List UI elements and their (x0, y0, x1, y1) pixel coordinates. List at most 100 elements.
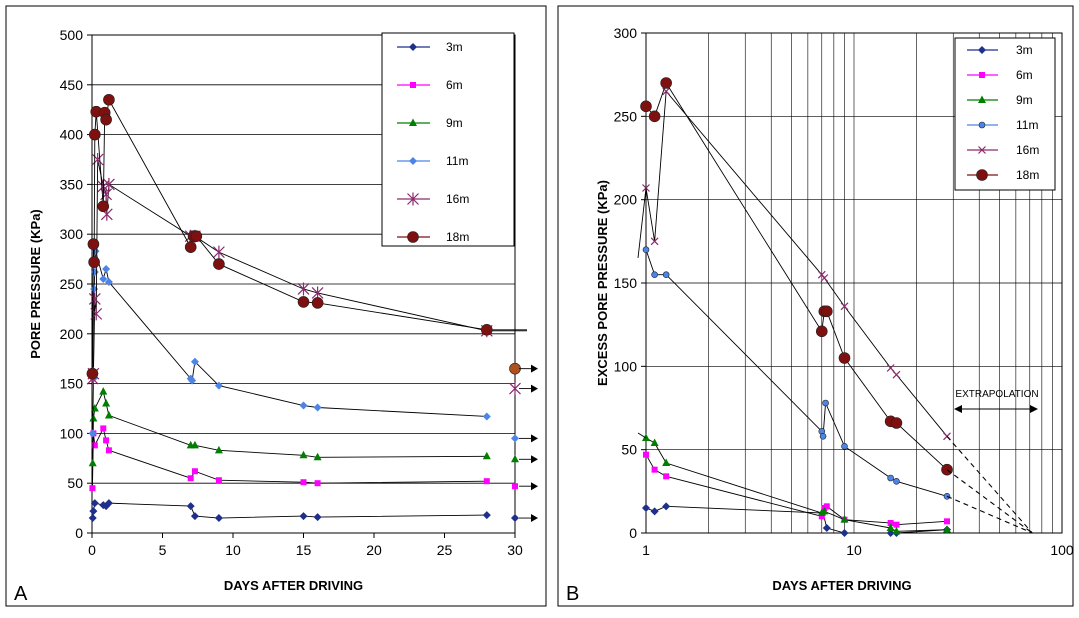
data-point-16m (840, 302, 849, 311)
data-point-16m (820, 274, 829, 282)
data-point-11m (662, 271, 670, 278)
data-point-9m (886, 523, 895, 531)
data-point-18m (184, 241, 197, 253)
data-point-3m (214, 514, 223, 523)
end-point-6m (512, 483, 518, 490)
data-point-11m (214, 381, 223, 390)
data-point-11m (822, 399, 829, 407)
y-tick-label: 400 (60, 127, 84, 143)
series-9m (642, 433, 952, 535)
data-point-6m (944, 518, 951, 525)
y-tick-label: 50 (621, 442, 637, 458)
legend-marker-9m (978, 95, 986, 103)
data-point-11m (102, 265, 111, 274)
data-point-18m (213, 258, 225, 270)
extrapolation-line (946, 435, 1033, 534)
legend-marker-6m (410, 82, 416, 88)
legend-marker-11m (409, 157, 417, 165)
data-point-9m (313, 452, 322, 461)
y-tick-label: 300 (60, 226, 84, 242)
end-arrow-head-9m (531, 455, 538, 464)
data-point-3m (662, 502, 671, 511)
data-point-9m (190, 440, 199, 449)
panel-frame (557, 5, 1074, 607)
data-point-18m (87, 238, 100, 250)
data-point-6m (300, 479, 307, 486)
y-tick-label: 250 (614, 108, 638, 124)
data-point-3m (186, 502, 195, 511)
data-point-11m (299, 401, 308, 410)
data-point-6m (215, 477, 222, 484)
end-point-3m (511, 514, 519, 523)
data-point-6m (483, 478, 490, 485)
y-tick-label: 100 (614, 358, 638, 374)
data-point-16m (892, 370, 901, 379)
end-arrow-head-16m (531, 384, 538, 393)
y-tick-label: 500 (60, 27, 84, 43)
data-point-11m (99, 275, 108, 284)
panel-label: B (566, 583, 579, 605)
series-line-3m (92, 502, 487, 519)
data-point-11m (642, 246, 650, 253)
data-point-16m (297, 282, 310, 296)
y-tick-label: 100 (60, 425, 84, 441)
series-line-6m (645, 454, 948, 526)
data-point-18m (640, 100, 652, 113)
series-3m (88, 499, 538, 523)
data-point-11m (887, 474, 894, 482)
series-line-11m (92, 251, 487, 434)
legend-marker-3m (409, 43, 417, 51)
data-point-18m (97, 200, 110, 213)
end-point-18m (509, 362, 521, 375)
entry-line (637, 187, 647, 259)
legend: 3m 6m 9m 11m 16m 18m (954, 37, 1056, 191)
data-point-11m (651, 271, 658, 278)
y-tick-label: 300 (614, 25, 638, 41)
chart-panel-a: A 0 50 100 150 200 250 300 350 400 450 500 0 5 10 15 20 2… (5, 5, 547, 607)
data-point-3m (89, 507, 98, 516)
data-point-18m (190, 230, 203, 242)
data-point-6m (887, 520, 894, 526)
data-point-3m (650, 507, 659, 516)
series-16m (642, 87, 951, 441)
x-tick-label: 0 (88, 542, 96, 558)
data-point-6m (103, 437, 110, 444)
data-point-9m (662, 458, 671, 466)
data-point-6m (651, 466, 658, 473)
data-point-18m (648, 110, 661, 123)
data-point-11m (482, 412, 491, 421)
series-line-6m (91, 427, 487, 489)
data-point-6m (100, 425, 107, 432)
data-point-3m (299, 512, 308, 521)
data-point-3m (190, 512, 199, 521)
legend-label-16m: 16m (446, 192, 469, 206)
end-arrow-head-6m (531, 482, 538, 491)
data-point-9m (642, 433, 650, 441)
series-line-3m (645, 505, 948, 534)
data-point-18m (311, 297, 324, 309)
chart-panel-b: B 0 50 100 150 200 250 300 1 10 100 DAYS AFTER DRIV… (557, 5, 1074, 607)
end-arrow-head-3m (531, 514, 538, 523)
end-point-11m (511, 434, 519, 443)
extrapolation-arrow-right (1030, 405, 1038, 413)
data-point-3m (88, 514, 97, 523)
legend-label-18m: 18m (446, 230, 469, 244)
data-point-6m (663, 473, 670, 480)
data-point-6m (191, 468, 198, 475)
legend-box (954, 37, 1056, 191)
series-line-9m (645, 437, 948, 532)
data-point-11m (190, 357, 199, 366)
data-point-18m (89, 128, 101, 141)
data-point-6m (823, 503, 830, 510)
extrapolation-arrow-left (954, 405, 962, 413)
series-line-18m (645, 81, 948, 470)
end-point-16m (509, 382, 521, 396)
series-18m (86, 93, 538, 380)
data-point-3m (642, 504, 650, 512)
x-tick-label: 30 (507, 542, 523, 558)
data-point-16m (88, 292, 101, 306)
legend-marker-16m (978, 146, 986, 154)
legend-marker-16m (407, 192, 419, 206)
data-point-16m (886, 364, 895, 372)
x-tick-label: 10 (846, 542, 862, 558)
